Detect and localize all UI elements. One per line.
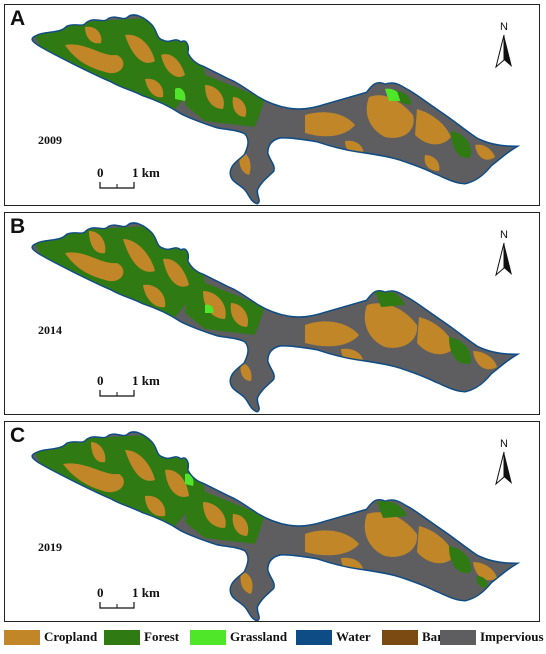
land-use-map-2014: [31, 222, 517, 413]
legend-swatch: [296, 630, 332, 645]
panel-label: B: [10, 215, 26, 238]
legend-swatch: [382, 630, 418, 645]
legend-swatch: [4, 630, 40, 645]
map-panel-b: B 2014 N 0 1 km: [4, 212, 540, 415]
legend-label: Forest: [144, 629, 180, 644]
panel-label: C: [10, 424, 26, 447]
legend-label: Water: [336, 629, 371, 644]
legend-label: Grassland: [230, 629, 288, 644]
map-panel-a: A 2009 N 0 1 km: [4, 4, 540, 206]
map-panel-c: C 2019 N 0 1 km: [4, 421, 540, 622]
year-label: 2019: [38, 540, 62, 554]
scale-bar: 0 1 km: [97, 585, 187, 615]
year-label: 2009: [38, 133, 62, 147]
legend-swatch: [190, 630, 226, 645]
scale-bar: 0 1 km: [97, 165, 187, 195]
land-use-map-2009: [31, 14, 517, 205]
scale-bar: 0 1 km: [97, 373, 187, 403]
north-arrow-icon: N: [489, 438, 519, 488]
north-arrow-icon: N: [489, 229, 519, 279]
legend-label: Cropland: [44, 629, 98, 644]
legend-swatch: [104, 630, 140, 645]
legend-label: Impervious: [480, 629, 544, 644]
panel-label: A: [10, 7, 26, 30]
legend: Cropland Forest Grassland Water Barren I…: [4, 626, 544, 650]
legend-swatch: [440, 630, 476, 645]
north-arrow-icon: N: [489, 21, 519, 71]
land-use-map-2019: [31, 431, 517, 621]
year-label: 2014: [38, 323, 62, 337]
